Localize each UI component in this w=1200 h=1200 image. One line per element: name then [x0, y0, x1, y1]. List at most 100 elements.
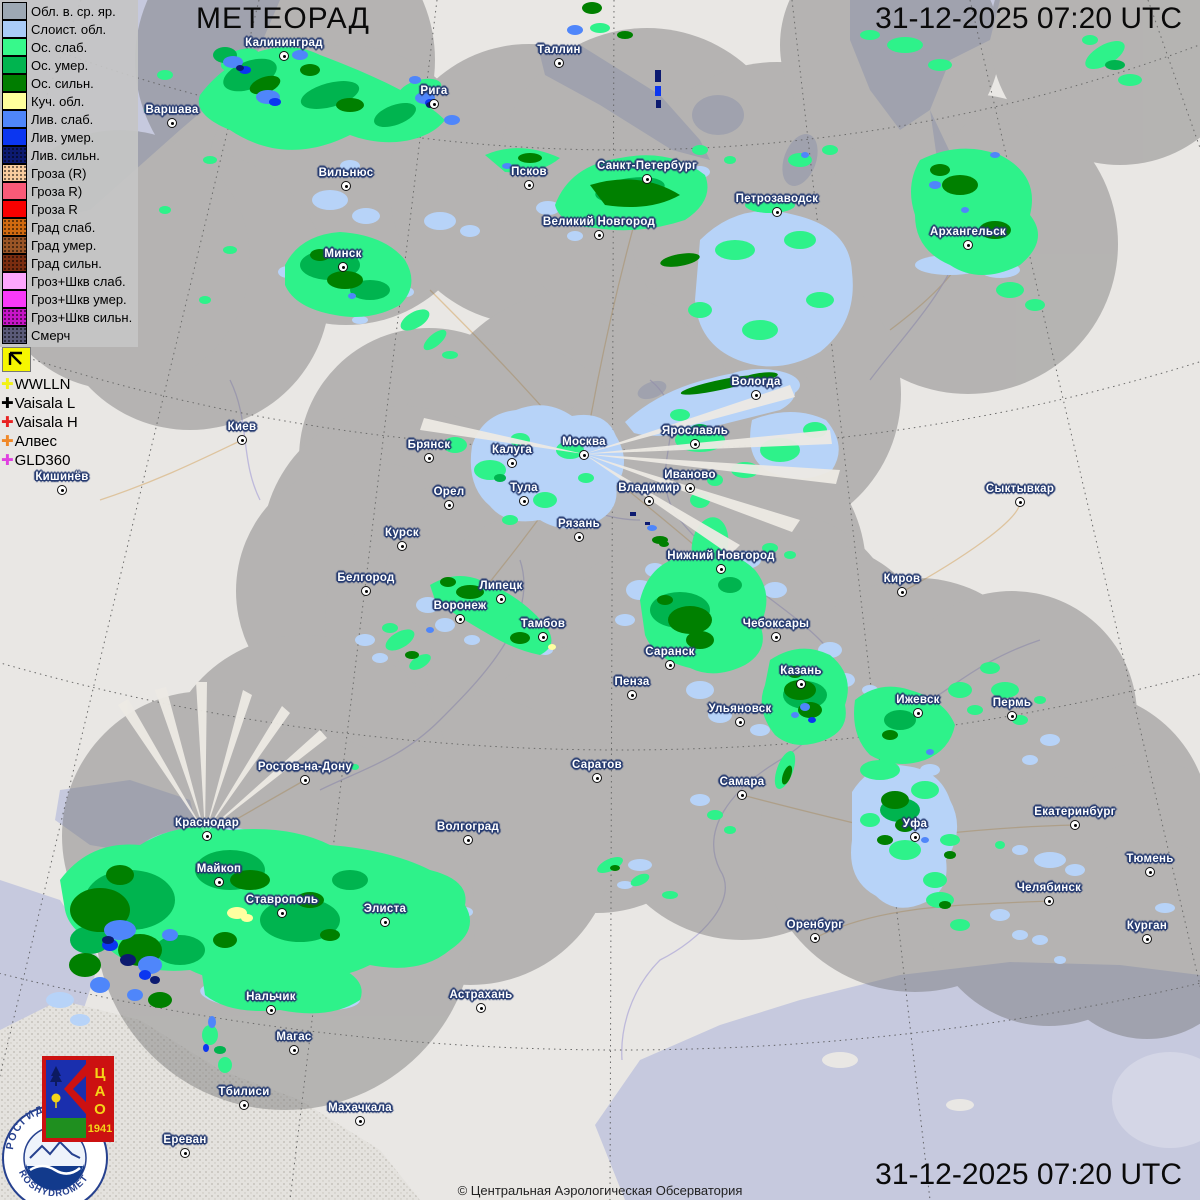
city-label: Элиста: [363, 903, 407, 915]
legend-label: Ос. слаб.: [31, 39, 88, 55]
city-label: Тула: [510, 482, 538, 494]
shower-moderate-areas: [102, 66, 816, 1052]
page-title: МЕТЕОРАД: [196, 2, 370, 35]
city-label: Псков: [511, 166, 547, 178]
legend-row: Град умер.: [2, 236, 138, 254]
legend-row: Гроза (R): [2, 164, 138, 182]
legend-label: Лив. сильн.: [31, 147, 100, 163]
city-label: Рига: [420, 85, 448, 97]
city-dot-icon: [214, 877, 224, 887]
legend-label: Гроза (R): [31, 165, 87, 181]
legend-swatch: [2, 74, 27, 92]
city-dot-icon: [538, 632, 548, 642]
city-label: Белгород: [337, 572, 395, 584]
legend-swatch: [2, 92, 27, 110]
legend-row: Лив. умер.: [2, 128, 138, 146]
legend-panel: Обл. в. ср. яр. Слоист. обл. Ос. слаб. О…: [0, 0, 138, 347]
city-label: Кишинёв: [35, 471, 89, 483]
city-dot-icon: [341, 181, 351, 191]
city-dot-icon: [444, 500, 454, 510]
city-dot-icon: [913, 708, 923, 718]
network-row: ✚ WWLLN: [1, 375, 78, 394]
city-label: Ижевск: [896, 694, 940, 706]
legend-label: Гроза R: [31, 201, 78, 217]
network-label: WWLLN: [14, 376, 71, 393]
city-label: Екатеринбург: [1034, 806, 1116, 818]
city-dot-icon: [1070, 820, 1080, 830]
city-dot-icon: [1015, 497, 1025, 507]
lightning-cross-icon: ✚: [1, 451, 14, 469]
city-dot-icon: [397, 541, 407, 551]
city-dot-icon: [574, 532, 584, 542]
city-dot-icon: [685, 483, 695, 493]
city-dot-icon: [380, 917, 390, 927]
city-dot-icon: [810, 933, 820, 943]
network-row: ✚ Алвес: [1, 432, 78, 451]
city-dot-icon: [519, 496, 529, 506]
legend-row: Лив. слаб.: [2, 110, 138, 128]
city-dot-icon: [239, 1100, 249, 1110]
timestamp-top: 31-12-2025 07:20 UTC: [875, 2, 1182, 35]
city-label: Магас: [276, 1031, 312, 1043]
city-dot-icon: [796, 679, 806, 689]
legend-row: Слоист. обл.: [2, 20, 138, 38]
legend-row: Гроз+Шкв умер.: [2, 290, 138, 308]
legend-row: Обл. в. ср. яр.: [2, 2, 138, 20]
tornado-symbol-icon: [2, 347, 31, 372]
city-label: Тамбов: [520, 618, 566, 630]
city-dot-icon: [338, 262, 348, 272]
city-dot-icon: [266, 1005, 276, 1015]
legend-label: Град сильн.: [31, 255, 102, 271]
city-dot-icon: [1142, 934, 1152, 944]
city-label: Саратов: [572, 759, 622, 771]
network-row: ✚ Vaisala L: [1, 394, 78, 413]
city-dot-icon: [554, 58, 564, 68]
svg-text:О: О: [94, 1101, 106, 1118]
network-label: Алвес: [14, 433, 57, 450]
attribution: © Центральная Аэрологическая Обсерватори…: [457, 1183, 743, 1198]
legend-swatch: [2, 146, 27, 164]
city-dot-icon: [963, 240, 973, 250]
city-label: Чебоксары: [742, 618, 810, 630]
city-label: Уфа: [902, 818, 928, 830]
city-label: Петрозаводск: [735, 193, 819, 205]
city-dot-icon: [910, 832, 920, 842]
city-dot-icon: [735, 717, 745, 727]
city-label: Брянск: [407, 439, 451, 451]
city-dot-icon: [167, 118, 177, 128]
city-dot-icon: [57, 485, 67, 495]
city-dot-icon: [644, 496, 654, 506]
legend-label: Гроз+Шкв слаб.: [31, 273, 126, 289]
city-label: Майкоп: [196, 863, 242, 875]
legend-label: Град умер.: [31, 237, 97, 253]
legend-row: Смерч: [2, 326, 138, 344]
city-label: Курган: [1126, 920, 1168, 932]
svg-text:А: А: [95, 1083, 106, 1100]
legend-row: Ос. слаб.: [2, 38, 138, 56]
legend-swatch: [2, 272, 27, 290]
city-dot-icon: [202, 831, 212, 841]
city-dot-icon: [279, 51, 289, 61]
city-label: Пермь: [992, 697, 1032, 709]
cumulus-areas: [227, 644, 556, 922]
city-label: Волгоград: [436, 821, 500, 833]
city-label: Вологда: [731, 376, 781, 388]
city-dot-icon: [579, 450, 589, 460]
city-dot-icon: [180, 1148, 190, 1158]
city-dot-icon: [355, 1116, 365, 1126]
legend-label: Куч. обл.: [31, 93, 85, 109]
legend-swatch: [2, 290, 27, 308]
city-label: Ростов-на-Дону: [257, 761, 353, 773]
legend-swatch: [2, 254, 27, 272]
legend-swatch: [2, 218, 27, 236]
network-label: Vaisala L: [14, 395, 76, 412]
legend-label: Гроза R): [31, 183, 83, 199]
legend-swatch: [2, 308, 27, 326]
legend-row: Гроз+Шкв слаб.: [2, 272, 138, 290]
network-label: GLD360: [14, 452, 71, 469]
city-label: Ульяновск: [708, 703, 772, 715]
legend-swatch: [2, 20, 27, 38]
legend-label: Ос. сильн.: [31, 75, 94, 91]
lightning-cross-icon: ✚: [1, 432, 14, 450]
